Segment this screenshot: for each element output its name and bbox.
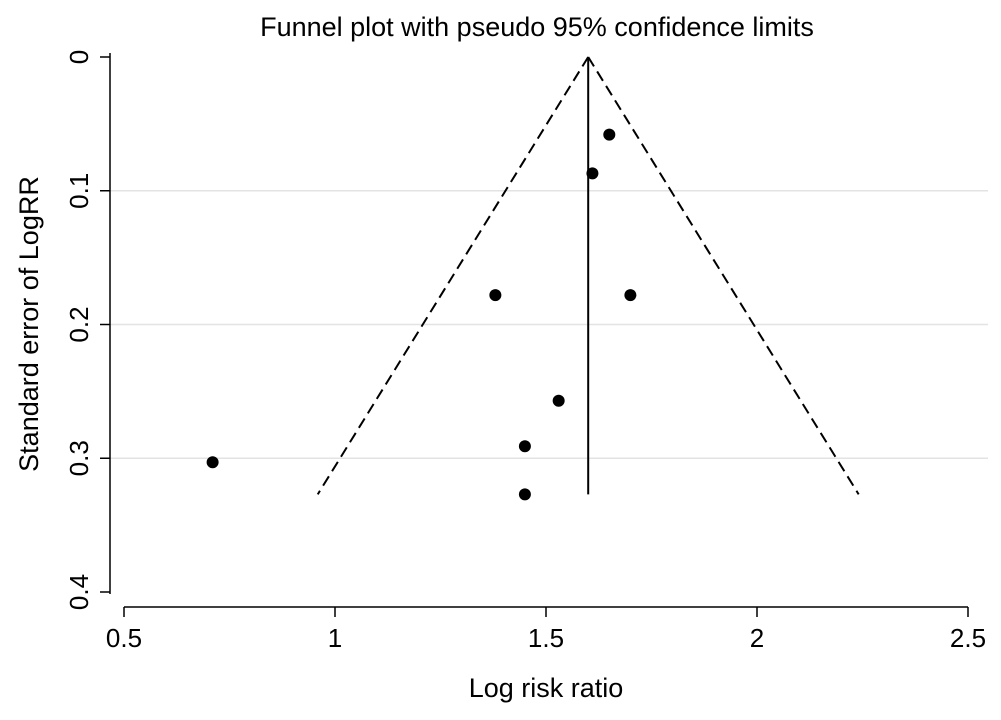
study-point (518, 440, 531, 453)
funnel-lines (316, 56, 860, 495)
data-points (206, 128, 637, 501)
x-tick-label: 0.5 (106, 623, 142, 653)
y-tick-label: 0 (64, 50, 94, 64)
y-axis-title: Standard error of LogRR (14, 176, 44, 472)
x-tick-label: 1 (328, 623, 342, 653)
study-point (518, 488, 531, 501)
x-tick-label: 2 (750, 623, 764, 653)
x-axis-title: Log risk ratio (469, 673, 624, 703)
study-point (489, 289, 502, 302)
upper-confidence-limit (587, 56, 860, 495)
x-tick-label: 1.5 (528, 623, 564, 653)
grid-lines (110, 190, 988, 459)
study-point (586, 167, 599, 180)
y-tick-label: 0.3 (64, 440, 94, 476)
study-point (624, 289, 637, 302)
study-point (552, 394, 565, 407)
x-tick-label: 2.5 (950, 623, 986, 653)
lower-confidence-limit (316, 56, 590, 495)
y-tick-label: 0.2 (64, 306, 94, 342)
study-point (603, 128, 616, 141)
axes: 0 0.1 0.2 0.3 0.4 0.5 1 1.5 2 2.5 (64, 50, 986, 653)
chart-title: Funnel plot with pseudo 95% confidence l… (260, 12, 814, 42)
y-tick-label: 0.4 (64, 574, 94, 610)
study-point (206, 456, 219, 469)
y-tick-label: 0.1 (64, 173, 94, 209)
